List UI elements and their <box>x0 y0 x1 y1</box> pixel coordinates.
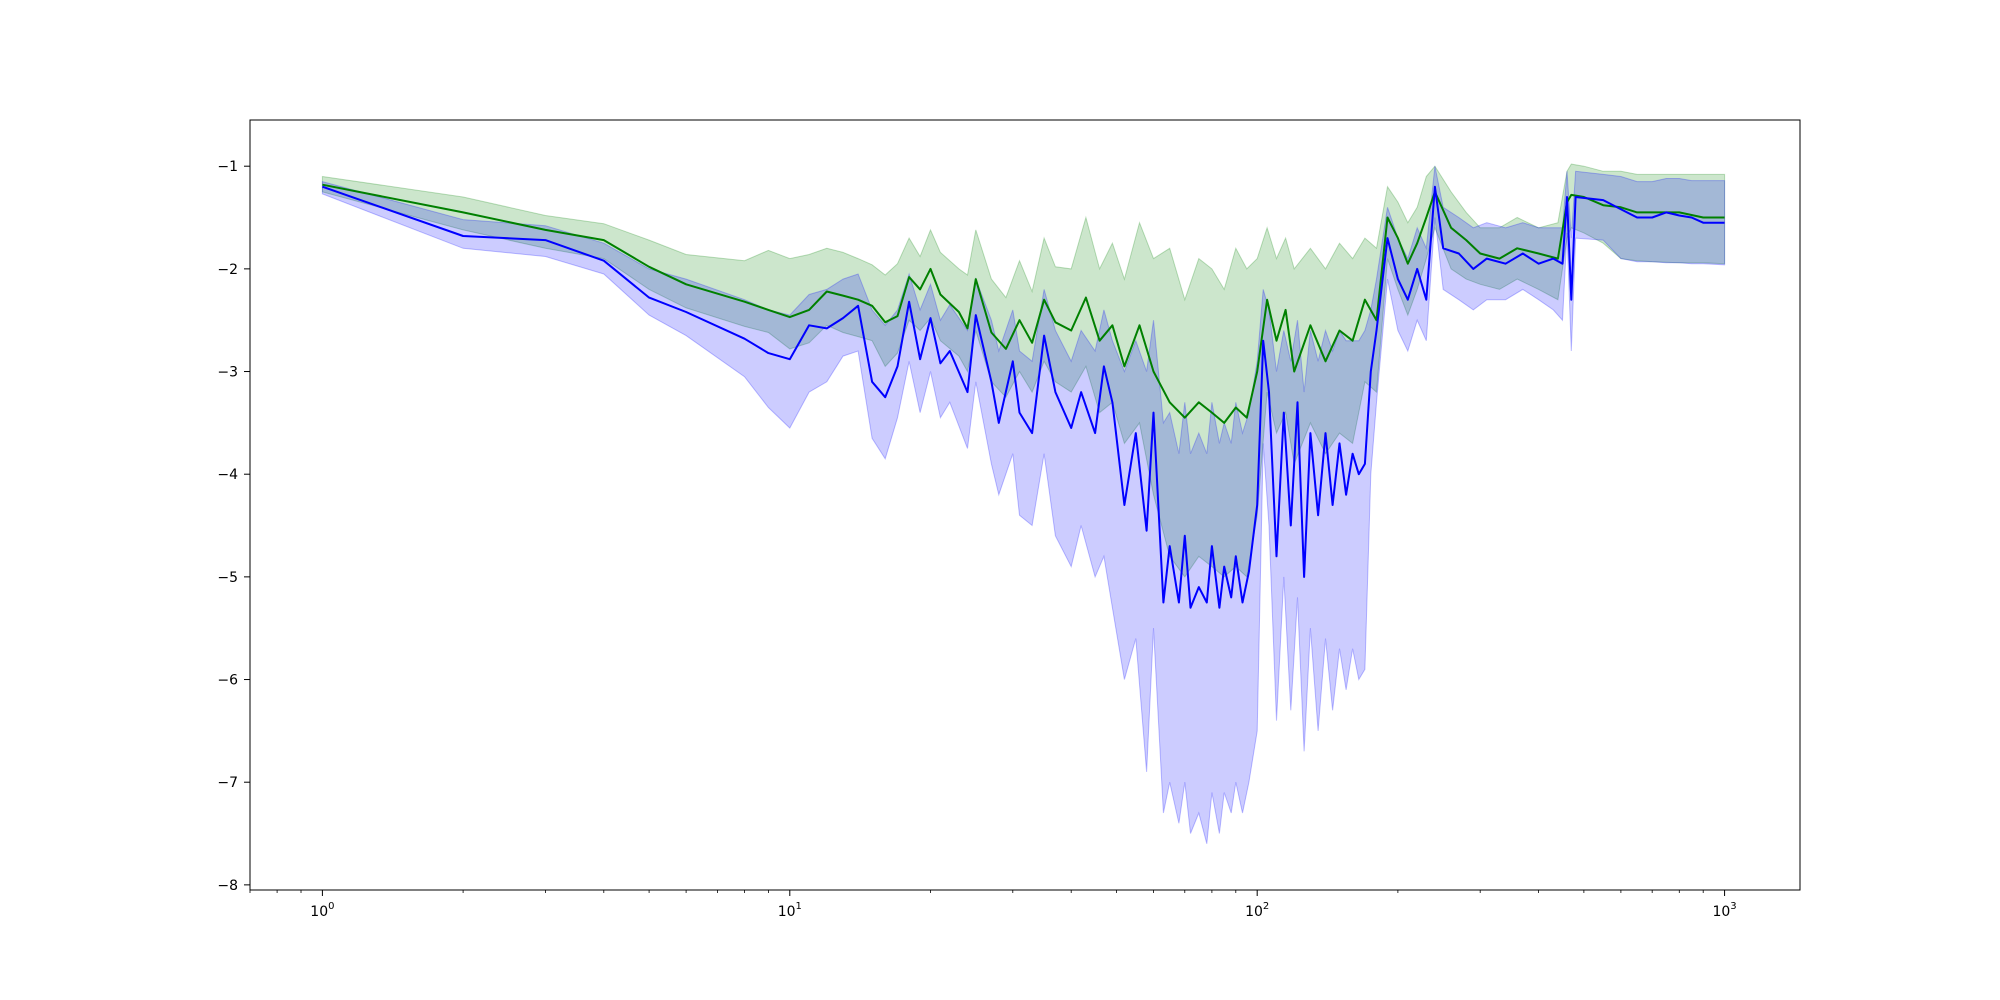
y-axis: −1 −2 −3 −4 −5 −6 −7 −8 <box>217 159 250 894</box>
x-minor-ticks <box>249 890 1704 893</box>
y-tick-label: −7 <box>217 775 238 791</box>
x-tick-label: 101 <box>778 901 802 920</box>
y-tick-label: −8 <box>217 878 238 894</box>
y-tick-label: −3 <box>217 365 238 381</box>
x-tick-base: 10 <box>778 904 796 920</box>
x-tick-exponent: 0 <box>328 901 334 912</box>
y-tick-label: −6 <box>217 673 238 689</box>
x-tick-base: 10 <box>1245 904 1263 920</box>
series-2-line <box>322 185 1725 609</box>
y-tick-label: −2 <box>217 262 238 278</box>
y-tick-label: −1 <box>217 159 238 175</box>
y-tick-label: −5 <box>217 570 238 586</box>
x-tick-base: 10 <box>310 904 328 920</box>
x-axis: 100 101 102 103 <box>249 890 1737 920</box>
x-tick-exponent: 2 <box>1263 901 1269 912</box>
plot-area <box>321 163 1726 844</box>
x-tick-label: 102 <box>1245 901 1269 920</box>
y-tick-label: −4 <box>217 467 238 483</box>
series-2-band <box>321 166 1726 844</box>
x-tick-label: 103 <box>1712 901 1736 920</box>
x-major-ticks: 100 101 102 103 <box>310 890 1737 920</box>
x-tick-base: 10 <box>1712 904 1730 920</box>
x-tick-exponent: 1 <box>796 901 802 912</box>
x-tick-label: 100 <box>310 901 334 920</box>
axes-frame <box>249 119 1801 891</box>
series-1-line <box>322 183 1725 424</box>
x-tick-exponent: 3 <box>1730 901 1736 912</box>
